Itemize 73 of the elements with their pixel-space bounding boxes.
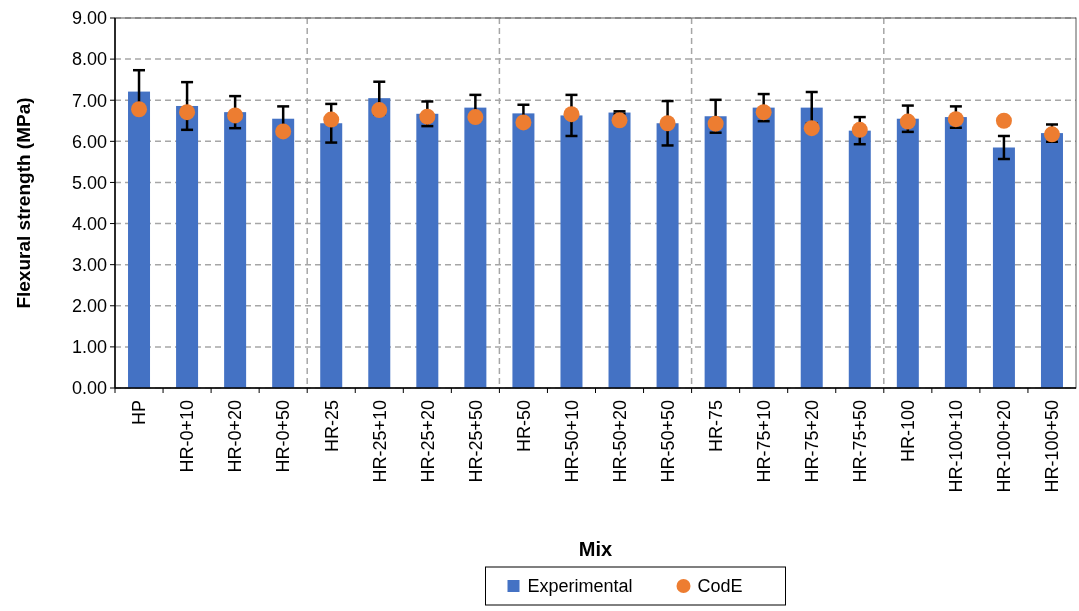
- point: [899, 113, 916, 130]
- y-axis-title: Flexural strength (MPa): [13, 97, 34, 309]
- bar: [512, 113, 535, 388]
- bar: [608, 112, 631, 388]
- bar: [848, 130, 871, 388]
- bar: [560, 115, 583, 388]
- x-tick-label: HR-50+50: [657, 400, 678, 483]
- point: [947, 111, 964, 128]
- legend-label: CodE: [697, 576, 743, 597]
- bar: [176, 105, 199, 388]
- y-tick-label: 1.00: [71, 337, 107, 358]
- y-tick-label: 8.00: [71, 49, 107, 70]
- bar: [752, 107, 775, 388]
- x-tick-label: HR-0+10: [177, 400, 198, 473]
- x-tick-label: HP: [129, 400, 150, 426]
- bar: [128, 91, 151, 388]
- y-tick-label: 5.00: [71, 172, 107, 193]
- point: [131, 101, 148, 118]
- x-tick-label: HR-75+10: [753, 400, 774, 483]
- bar: [704, 116, 727, 388]
- point: [851, 121, 868, 138]
- bar: [800, 107, 823, 388]
- y-tick-label: 4.00: [71, 213, 107, 234]
- x-tick-label: HR-75: [705, 400, 726, 453]
- legend-label: Experimental: [527, 576, 633, 597]
- point: [563, 106, 580, 123]
- point: [803, 120, 820, 137]
- x-tick-label: HR-100+10: [946, 400, 967, 493]
- x-tick-label: HR-75+20: [802, 400, 823, 483]
- bar: [272, 118, 295, 388]
- x-tick-label: HR-25+20: [417, 400, 438, 483]
- x-tick-label: HR-50+20: [609, 400, 630, 483]
- point: [515, 114, 532, 131]
- point: [611, 112, 628, 129]
- bar: [224, 112, 247, 388]
- point: [659, 115, 676, 132]
- y-tick-label: 2.00: [71, 296, 107, 317]
- bar: [944, 117, 967, 388]
- point: [227, 107, 244, 124]
- point: [371, 102, 388, 119]
- x-tick-label: HR-25+50: [465, 400, 486, 483]
- x-tick-label: HR-25: [321, 400, 342, 453]
- y-tick-label: 3.00: [71, 254, 107, 275]
- x-axis-title: Mix: [578, 538, 613, 560]
- x-tick-label: HR-25+10: [369, 400, 390, 483]
- y-tick-label: 9.00: [71, 8, 107, 29]
- bar: [656, 123, 679, 388]
- bar: [992, 147, 1015, 388]
- y-tick-label: 7.00: [71, 90, 107, 111]
- point: [707, 115, 724, 132]
- point: [275, 123, 292, 140]
- x-tick-label: HR-100+50: [1042, 400, 1063, 493]
- x-tick-label: HR-100: [898, 400, 919, 463]
- x-tick-label: HR-75+50: [850, 400, 871, 483]
- point: [323, 111, 340, 128]
- x-tick-label: HR-100+20: [994, 400, 1015, 493]
- point: [467, 109, 484, 126]
- point: [419, 108, 436, 125]
- bar: [896, 118, 919, 388]
- y-tick-label: 0.00: [71, 378, 107, 399]
- y-tick-label: 6.00: [71, 131, 107, 152]
- x-tick-label: HR-50+10: [561, 400, 582, 483]
- point: [179, 104, 196, 121]
- bar: [1040, 133, 1063, 388]
- point: [995, 112, 1012, 129]
- x-tick-label: HR-0+50: [273, 400, 294, 473]
- point: [755, 104, 772, 121]
- bar: [464, 107, 487, 388]
- bar: [320, 123, 343, 388]
- bar: [416, 113, 439, 388]
- x-tick-label: HR-0+20: [225, 400, 246, 473]
- bar: [368, 98, 391, 388]
- x-tick-label: HR-50: [513, 400, 534, 453]
